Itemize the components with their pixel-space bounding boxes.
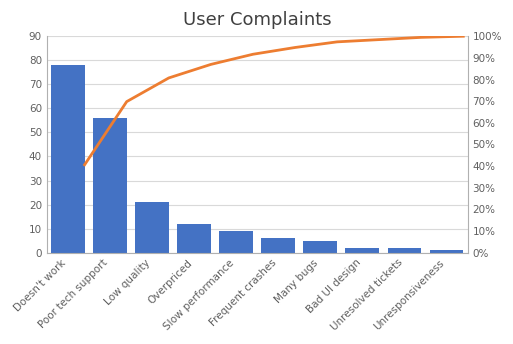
Bar	[135, 202, 169, 253]
Title: User Complaints: User Complaints	[183, 11, 331, 29]
Bar	[430, 250, 463, 253]
Bar	[219, 231, 253, 253]
Bar	[177, 224, 211, 253]
Bar	[51, 65, 85, 253]
Bar	[93, 118, 127, 253]
Bar	[261, 238, 295, 253]
Bar	[303, 241, 337, 253]
Bar	[345, 248, 379, 253]
Bar	[388, 248, 421, 253]
